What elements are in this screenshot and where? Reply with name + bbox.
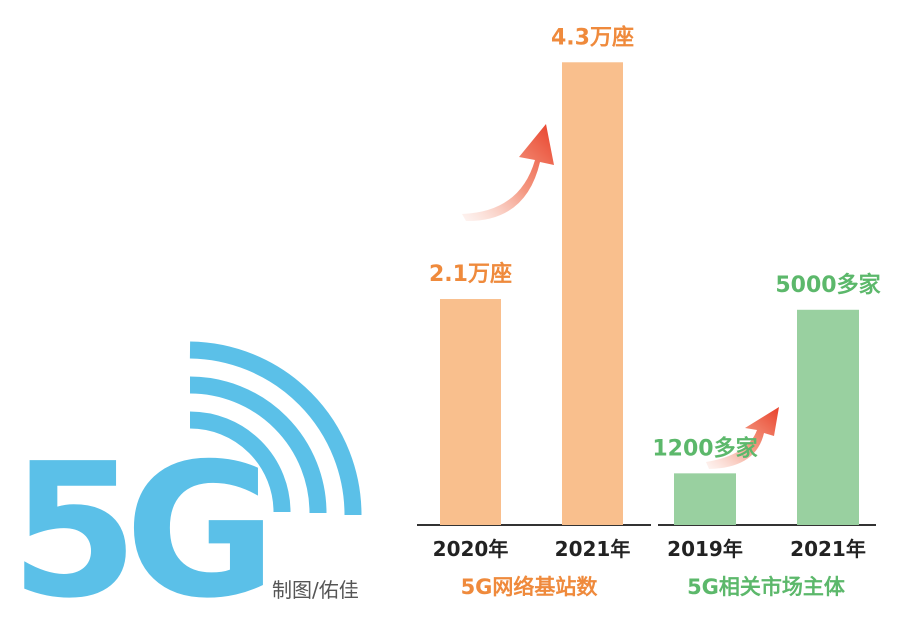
- trend-arrow-icon: [462, 124, 554, 222]
- chart-title: 5G网络基站数: [461, 575, 599, 599]
- bar: [440, 299, 501, 525]
- logo-text: 5G: [10, 423, 264, 617]
- chart-title: 5G相关市场主体: [687, 575, 846, 599]
- bar: [674, 473, 736, 525]
- trend-arrow-icon: [706, 407, 779, 469]
- bar: [797, 309, 859, 525]
- data-label: 2.1万座: [429, 261, 512, 287]
- tick-label: 2021年: [790, 537, 866, 561]
- 5g-logo-icon: 5G: [10, 341, 362, 617]
- credit-text: 制图/佑佳: [272, 578, 359, 602]
- tick-label: 2019年: [667, 537, 743, 561]
- tick-label: 2020年: [433, 537, 509, 561]
- bar: [562, 62, 623, 526]
- data-label: 4.3万座: [551, 24, 634, 50]
- signal-arcs-icon: [189, 341, 362, 516]
- data-label: 1200多家: [652, 435, 758, 461]
- data-label: 5000多家: [775, 272, 881, 298]
- tick-label: 2021年: [555, 537, 631, 561]
